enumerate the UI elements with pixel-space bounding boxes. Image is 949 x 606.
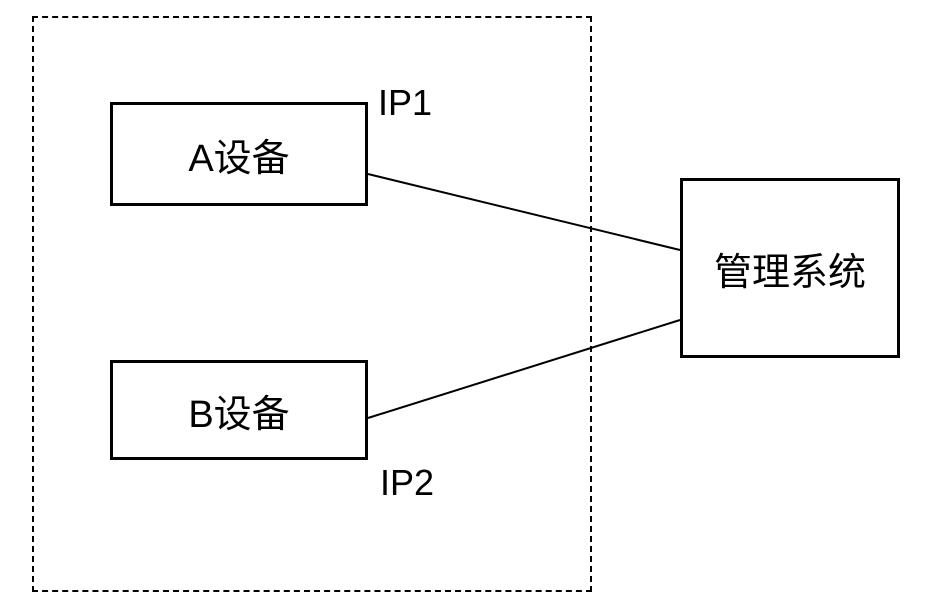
label-ip1: IP1	[378, 82, 432, 124]
diagram-stage: A设备 B设备 管理系统 IP1 IP2	[0, 0, 949, 606]
box-management-system: 管理系统	[680, 178, 900, 358]
box-mgmt-label: 管理系统	[714, 241, 866, 296]
box-a-label: A设备	[188, 127, 289, 182]
label-ip2-text: IP2	[380, 462, 434, 503]
label-ip2: IP2	[380, 462, 434, 504]
box-a-device: A设备	[110, 102, 368, 206]
box-b-label: B设备	[188, 383, 289, 438]
box-b-device: B设备	[110, 360, 368, 460]
label-ip1-text: IP1	[378, 82, 432, 123]
